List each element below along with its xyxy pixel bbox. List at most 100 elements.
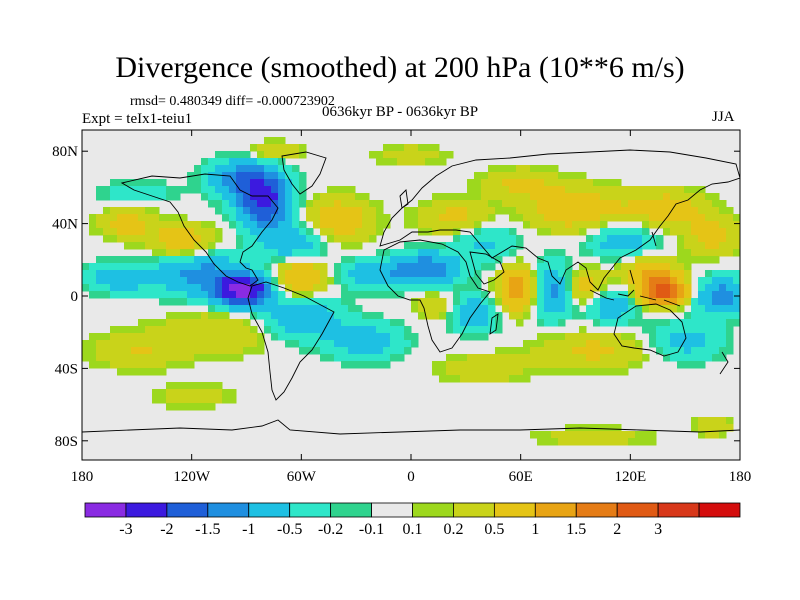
- field-cell: [404, 249, 412, 257]
- field-cell: [502, 228, 510, 236]
- field-cell: [663, 319, 671, 327]
- field-cell: [628, 319, 636, 327]
- field-cell: [726, 305, 734, 313]
- field-cell: [516, 298, 524, 306]
- field-cell: [635, 263, 643, 271]
- field-cell: [467, 326, 475, 334]
- field-cell: [607, 249, 615, 257]
- field-cell: [488, 361, 496, 369]
- field-cell: [551, 228, 559, 236]
- field-cell: [341, 333, 349, 341]
- field-cell: [299, 200, 307, 208]
- field-cell: [201, 165, 209, 173]
- field-cell: [229, 354, 237, 362]
- field-cell: [537, 221, 545, 229]
- field-cell: [593, 431, 601, 439]
- field-cell: [194, 389, 202, 397]
- field-cell: [187, 396, 195, 404]
- field-cell: [544, 368, 552, 376]
- field-cell: [187, 361, 195, 369]
- field-cell: [369, 235, 377, 243]
- field-cell: [558, 207, 566, 215]
- field-cell: [208, 298, 216, 306]
- field-cell: [89, 221, 97, 229]
- field-cell: [474, 312, 482, 320]
- field-cell: [418, 312, 426, 320]
- field-cell: [558, 249, 566, 257]
- field-cell: [558, 438, 566, 446]
- field-cell: [145, 277, 153, 285]
- field-cell: [425, 151, 433, 159]
- field-cell: [285, 172, 293, 180]
- field-cell: [313, 277, 321, 285]
- field-cell: [362, 193, 370, 201]
- field-cell: [390, 284, 398, 292]
- field-cell: [705, 424, 713, 432]
- field-cell: [159, 326, 167, 334]
- field-cell: [376, 207, 384, 215]
- field-cell: [614, 354, 622, 362]
- field-cell: [152, 270, 160, 278]
- field-cell: [628, 270, 636, 278]
- field-cell: [173, 242, 181, 250]
- field-cell: [488, 228, 496, 236]
- field-cell: [334, 207, 342, 215]
- field-cell: [663, 340, 671, 348]
- field-cell: [215, 172, 223, 180]
- field-cell: [614, 431, 622, 439]
- field-cell: [432, 242, 440, 250]
- field-cell: [243, 186, 251, 194]
- field-cell: [684, 319, 692, 327]
- field-cell: [362, 340, 370, 348]
- field-cell: [152, 361, 160, 369]
- field-cell: [593, 284, 601, 292]
- field-cell: [194, 382, 202, 390]
- field-cell: [509, 368, 517, 376]
- field-cell: [397, 333, 405, 341]
- field-cell: [467, 298, 475, 306]
- field-cell: [166, 333, 174, 341]
- field-cell: [159, 389, 167, 397]
- field-cell: [698, 361, 706, 369]
- field-cell: [600, 438, 608, 446]
- field-cell: [201, 319, 209, 327]
- field-cell: [467, 235, 475, 243]
- field-cell: [369, 284, 377, 292]
- field-cell: [453, 277, 461, 285]
- field-cell: [369, 200, 377, 208]
- field-cell: [201, 186, 209, 194]
- field-cell: [614, 256, 622, 264]
- field-cell: [110, 263, 118, 271]
- field-cell: [292, 221, 300, 229]
- field-cell: [117, 340, 125, 348]
- field-cell: [145, 242, 153, 250]
- colorbar-label: -0.2: [318, 521, 343, 538]
- field-cell: [544, 277, 552, 285]
- field-cell: [453, 228, 461, 236]
- field-cell: [96, 354, 104, 362]
- field-cell: [194, 347, 202, 355]
- field-cell: [509, 298, 517, 306]
- field-cell: [481, 200, 489, 208]
- field-cell: [334, 228, 342, 236]
- field-cell: [537, 200, 545, 208]
- field-cell: [306, 340, 314, 348]
- field-cell: [215, 298, 223, 306]
- field-cell: [705, 270, 713, 278]
- field-cell: [131, 326, 139, 334]
- field-cell: [579, 179, 587, 187]
- field-cell: [208, 382, 216, 390]
- field-cell: [663, 298, 671, 306]
- field-cell: [369, 256, 377, 264]
- field-cell: [117, 221, 125, 229]
- field-cell: [173, 403, 181, 411]
- field-cell: [243, 165, 251, 173]
- field-cell: [257, 207, 265, 215]
- field-cell: [446, 319, 454, 327]
- field-cell: [397, 284, 405, 292]
- field-cell: [208, 389, 216, 397]
- field-cell: [614, 368, 622, 376]
- field-cell: [236, 200, 244, 208]
- field-cell: [488, 186, 496, 194]
- field-cell: [621, 270, 629, 278]
